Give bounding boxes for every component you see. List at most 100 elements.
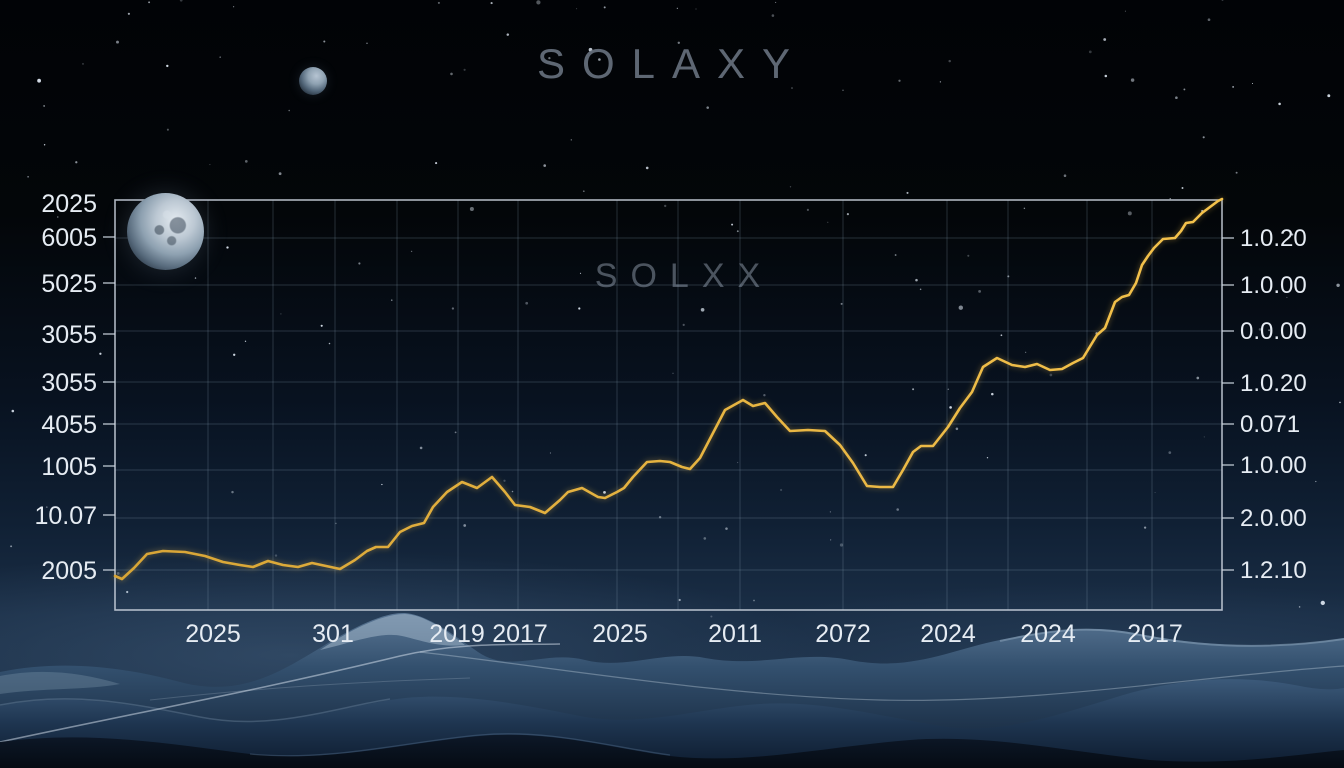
star bbox=[1320, 600, 1325, 606]
star bbox=[780, 488, 783, 492]
star bbox=[603, 6, 606, 9]
star bbox=[753, 599, 755, 602]
y-axis-label-right: 0.071 bbox=[1240, 411, 1300, 438]
contrail-line bbox=[0, 643, 561, 743]
star bbox=[1339, 401, 1341, 404]
star bbox=[1088, 50, 1092, 54]
star bbox=[579, 272, 582, 274]
y-axis-label-right: 2.0.00 bbox=[1240, 505, 1307, 532]
star bbox=[179, 0, 183, 2]
star bbox=[1286, 296, 1288, 298]
star bbox=[148, 1, 151, 4]
star bbox=[435, 162, 438, 165]
star bbox=[1143, 526, 1147, 529]
mid-dune-crest-highlight bbox=[0, 698, 391, 723]
y-axis-label-right: 1.0.00 bbox=[1240, 452, 1307, 479]
x-axis-label: 2011 bbox=[708, 620, 762, 648]
star bbox=[967, 254, 970, 257]
star bbox=[82, 62, 84, 65]
star bbox=[1063, 174, 1067, 177]
star bbox=[1235, 171, 1238, 174]
star bbox=[244, 160, 248, 163]
x-axis-label: 2025 bbox=[592, 620, 648, 648]
star bbox=[231, 490, 234, 494]
star bbox=[288, 109, 291, 112]
star bbox=[725, 527, 728, 530]
y-axis-label-left: 5025 bbox=[41, 270, 97, 298]
snow-highlight bbox=[320, 614, 465, 650]
star bbox=[126, 590, 129, 594]
star bbox=[898, 79, 901, 82]
star bbox=[1154, 491, 1156, 494]
y-axis-label-right: 1.2.10 bbox=[1240, 557, 1307, 584]
x-axis-label: 2072 bbox=[815, 620, 871, 648]
small-planet bbox=[299, 67, 327, 95]
star bbox=[695, 8, 697, 10]
star bbox=[789, 186, 792, 188]
star bbox=[166, 64, 169, 68]
star bbox=[536, 0, 541, 5]
star bbox=[274, 554, 278, 557]
star bbox=[846, 213, 849, 216]
x-axis-label: 301 bbox=[312, 620, 354, 648]
star bbox=[280, 313, 282, 315]
star bbox=[410, 250, 413, 253]
star bbox=[710, 615, 713, 618]
star bbox=[706, 106, 709, 109]
contrail-line bbox=[419, 651, 1344, 701]
star bbox=[582, 190, 585, 193]
star bbox=[736, 461, 739, 464]
y-axis-label-right: 1.0.00 bbox=[1240, 272, 1307, 299]
y-axis-label-left: 6005 bbox=[41, 224, 97, 252]
moon bbox=[127, 193, 204, 270]
star bbox=[1103, 38, 1107, 41]
star bbox=[450, 72, 453, 76]
star bbox=[43, 105, 45, 107]
star bbox=[570, 139, 572, 141]
y-axis-left-labels: 2025 6005 5025 3055 3055 4055 1005 10.07 2005 bbox=[34, 190, 97, 585]
star bbox=[116, 40, 119, 44]
star bbox=[978, 290, 981, 293]
star bbox=[731, 223, 734, 226]
star bbox=[1327, 94, 1331, 98]
star bbox=[57, 216, 59, 218]
star bbox=[10, 545, 13, 548]
right-dune-crest-highlight bbox=[999, 628, 1344, 647]
x-axis-label: 2017 bbox=[492, 620, 548, 648]
x-axis-label: 2025 bbox=[185, 620, 241, 648]
star bbox=[43, 144, 46, 146]
star bbox=[955, 427, 959, 431]
y-axis-label-left: 1005 bbox=[41, 453, 97, 481]
star bbox=[1023, 207, 1026, 210]
star bbox=[912, 388, 915, 391]
star bbox=[1124, 10, 1126, 12]
star bbox=[958, 305, 963, 310]
star bbox=[682, 323, 685, 327]
star bbox=[664, 204, 667, 208]
star bbox=[829, 511, 832, 513]
star bbox=[1130, 78, 1135, 82]
star bbox=[1169, 198, 1171, 200]
star bbox=[896, 508, 899, 511]
star bbox=[1175, 96, 1178, 100]
star bbox=[511, 490, 514, 493]
star bbox=[543, 164, 547, 167]
y-axis-label-left: 2005 bbox=[41, 557, 97, 585]
star bbox=[771, 14, 775, 17]
price-line bbox=[113, 197, 1224, 581]
star bbox=[763, 393, 766, 397]
star bbox=[840, 302, 843, 305]
star bbox=[75, 161, 78, 164]
star bbox=[947, 388, 950, 391]
y-axis-label-left: 3055 bbox=[41, 369, 97, 397]
star bbox=[27, 175, 29, 178]
star bbox=[116, 572, 120, 575]
star bbox=[1283, 520, 1286, 523]
star bbox=[894, 254, 897, 256]
star bbox=[1232, 86, 1234, 88]
star bbox=[1025, 351, 1027, 353]
star bbox=[391, 299, 393, 301]
